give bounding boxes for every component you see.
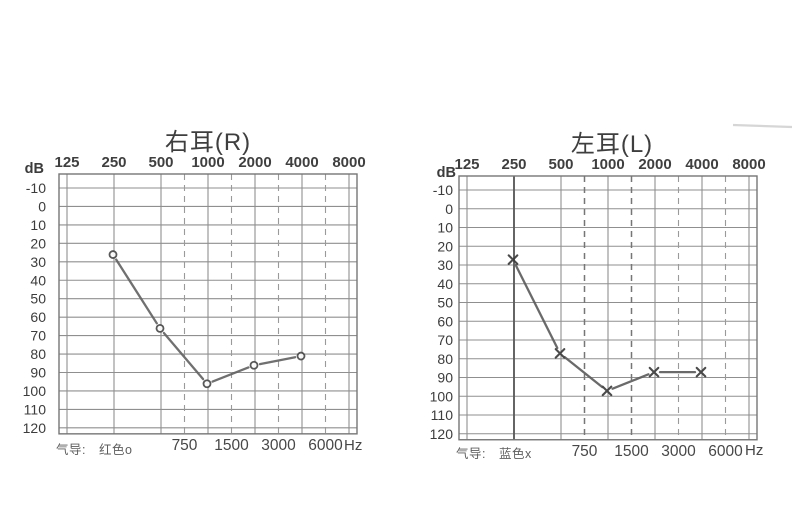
y-axis-tick: 120 bbox=[23, 420, 47, 436]
y-axis-tick: 30 bbox=[437, 257, 453, 273]
y-axis-tick: 70 bbox=[437, 332, 453, 348]
x-axis-top-tick: 2000 bbox=[638, 156, 671, 173]
series-right-air-conduction bbox=[108, 250, 306, 389]
right-ear-chart-title: 右耳(R) bbox=[164, 129, 252, 156]
series-segment bbox=[162, 331, 205, 381]
chart-right-ear: 125 250 500 1000 2000 4000 8000 -10 0 10 20 30 40 50 6… bbox=[23, 154, 366, 454]
series-segment bbox=[514, 263, 559, 350]
x-axis-top-tick: 500 bbox=[548, 156, 573, 173]
y-axis-tick: 20 bbox=[437, 238, 453, 254]
y-axis-tick: 50 bbox=[437, 295, 453, 311]
y-axis-tick: 10 bbox=[30, 217, 46, 233]
x-axis-top-tick: 4000 bbox=[285, 154, 318, 171]
right-ear-db-axis-label: dB bbox=[24, 161, 44, 177]
y-axis-tick: 110 bbox=[24, 401, 47, 417]
x-axis-top-tick: 125 bbox=[454, 156, 479, 173]
plot-border bbox=[58, 173, 358, 435]
y-axis-tick: 70 bbox=[30, 328, 46, 344]
series-segment bbox=[115, 258, 158, 325]
series-left-air-conduction bbox=[507, 254, 707, 397]
x-axis-bottom-tick: 750 bbox=[172, 437, 198, 454]
y-axis-tick: 110 bbox=[431, 407, 454, 423]
x-axis-top-tick: 250 bbox=[501, 156, 526, 173]
grid bbox=[458, 175, 758, 441]
data-point-circle-marker bbox=[155, 323, 165, 333]
y-axis-tick: 60 bbox=[437, 313, 453, 329]
y-axis-tick: 40 bbox=[437, 276, 453, 292]
series-segment bbox=[563, 355, 604, 389]
grid bbox=[58, 173, 358, 435]
x-axis-bottom-tick: 6000 bbox=[308, 437, 343, 454]
left-ear-legend: 气导: 蓝色x bbox=[456, 443, 532, 462]
series-segment bbox=[258, 356, 297, 366]
x-axis-top-tick: 250 bbox=[101, 154, 126, 171]
y-axis-tick: 30 bbox=[30, 254, 46, 270]
left-ear-db-axis-label: dB bbox=[436, 165, 456, 181]
y-axis-tick: 80 bbox=[30, 346, 46, 362]
plot-border bbox=[458, 175, 758, 441]
y-axis-tick: 50 bbox=[30, 291, 46, 307]
y-axis-tick: -10 bbox=[433, 182, 453, 198]
right-ear-legend-label: 气导: bbox=[56, 443, 86, 457]
y-axis-tick: 20 bbox=[30, 235, 46, 251]
x-axis-top-tick: 125 bbox=[54, 154, 79, 171]
x-axis-top-tick: 1000 bbox=[591, 156, 624, 173]
y-axis-tick: 100 bbox=[23, 383, 47, 399]
data-point-x-marker bbox=[648, 366, 660, 378]
series-segment bbox=[611, 373, 650, 390]
data-point-x-marker bbox=[601, 385, 613, 397]
x-axis-top-tick: 8000 bbox=[732, 156, 765, 173]
right-ear-legend: 气导: 红色o bbox=[56, 439, 132, 458]
right-ear-hz-unit-label: Hz bbox=[344, 437, 363, 454]
x-axis-top-tick: 4000 bbox=[685, 156, 718, 173]
axis-labels: 125 250 500 1000 2000 4000 8000 -10 0 10 20 30 40 50 6… bbox=[430, 156, 766, 460]
x-axis-top-tick: 2000 bbox=[238, 154, 271, 171]
axis-labels: 125 250 500 1000 2000 4000 8000 -10 0 10 20 30 40 50 6… bbox=[23, 154, 366, 454]
x-axis-bottom-tick: 750 bbox=[572, 443, 598, 460]
data-point-circle-marker bbox=[108, 250, 118, 259]
data-point-circle-marker bbox=[296, 351, 306, 361]
data-point-x-marker bbox=[507, 254, 519, 265]
x-axis-bottom-tick: 1500 bbox=[614, 443, 649, 460]
y-axis-tick: 60 bbox=[30, 309, 46, 325]
left-ear-chart-title: 左耳(L) bbox=[570, 131, 654, 158]
data-point-circle-marker bbox=[202, 379, 212, 389]
y-axis-tick: 0 bbox=[445, 201, 453, 217]
chart-left-ear: 125 250 500 1000 2000 4000 8000 -10 0 10 20 30 40 50 6… bbox=[430, 156, 766, 460]
data-point-x-marker bbox=[695, 366, 707, 378]
x-axis-bottom-tick: 6000 bbox=[708, 443, 743, 460]
y-axis-tick: 40 bbox=[30, 272, 46, 288]
x-axis-top-tick: 1000 bbox=[191, 154, 224, 171]
y-axis-tick: 80 bbox=[437, 351, 453, 367]
left-ear-legend-label: 气导: bbox=[456, 447, 486, 461]
left-ear-hz-unit-label: Hz bbox=[745, 442, 764, 459]
left-ear-legend-value: 蓝色x bbox=[498, 447, 532, 461]
y-axis-tick: 120 bbox=[430, 426, 454, 442]
x-axis-top-tick: 500 bbox=[148, 154, 173, 171]
y-axis-tick: 10 bbox=[437, 220, 453, 236]
y-axis-tick: 90 bbox=[437, 370, 453, 386]
x-axis-bottom-tick: 3000 bbox=[661, 443, 696, 460]
y-axis-tick: 0 bbox=[38, 198, 46, 214]
series-segment bbox=[211, 366, 250, 383]
y-axis-tick: 90 bbox=[30, 365, 46, 381]
scan-artifact bbox=[732, 123, 793, 129]
data-point-circle-marker bbox=[249, 360, 259, 370]
y-axis-tick: 100 bbox=[430, 388, 454, 404]
x-axis-top-tick: 8000 bbox=[332, 154, 365, 171]
y-axis-tick: -10 bbox=[26, 180, 46, 196]
x-axis-bottom-tick: 3000 bbox=[261, 437, 296, 454]
x-axis-bottom-tick: 1500 bbox=[214, 437, 249, 454]
data-point-x-marker bbox=[554, 348, 566, 359]
right-ear-legend-value: 红色o bbox=[98, 443, 133, 457]
